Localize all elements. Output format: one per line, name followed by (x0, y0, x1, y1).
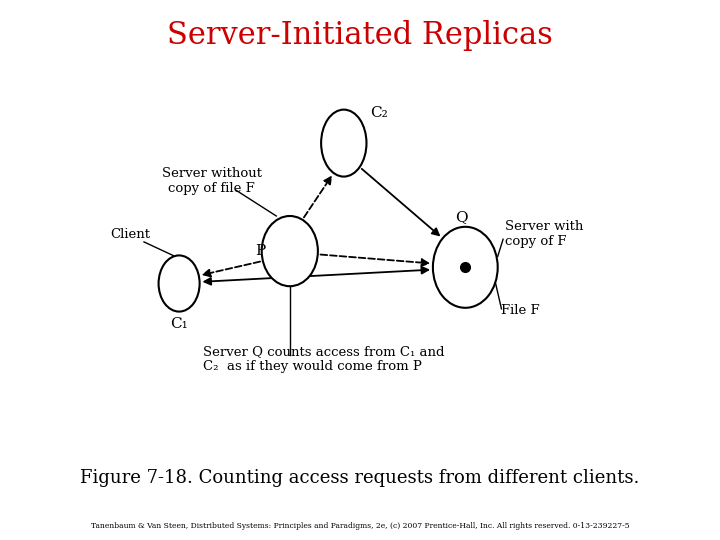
Text: C₁: C₁ (170, 317, 188, 331)
Text: Tanenbaum & Van Steen, Distributed Systems: Principles and Paradigms, 2e, (c) 20: Tanenbaum & Van Steen, Distributed Syste… (91, 523, 629, 530)
Text: C₂: C₂ (370, 106, 388, 120)
Text: Server with
copy of F: Server with copy of F (505, 220, 583, 248)
Text: Server Q counts access from C₁ and
C₂  as if they would come from P: Server Q counts access from C₁ and C₂ as… (203, 345, 445, 373)
Ellipse shape (262, 216, 318, 286)
Text: Figure 7-18. Counting access requests from different clients.: Figure 7-18. Counting access requests fr… (81, 469, 639, 487)
Text: File F: File F (501, 304, 540, 317)
Text: Server-Initiated Replicas: Server-Initiated Replicas (167, 19, 553, 51)
Text: Client: Client (110, 228, 150, 241)
Ellipse shape (158, 255, 199, 312)
Text: P: P (255, 244, 265, 258)
Text: Q: Q (454, 211, 467, 225)
Text: Server without
copy of file F: Server without copy of file F (161, 167, 261, 195)
Ellipse shape (433, 227, 498, 308)
Ellipse shape (321, 110, 366, 177)
